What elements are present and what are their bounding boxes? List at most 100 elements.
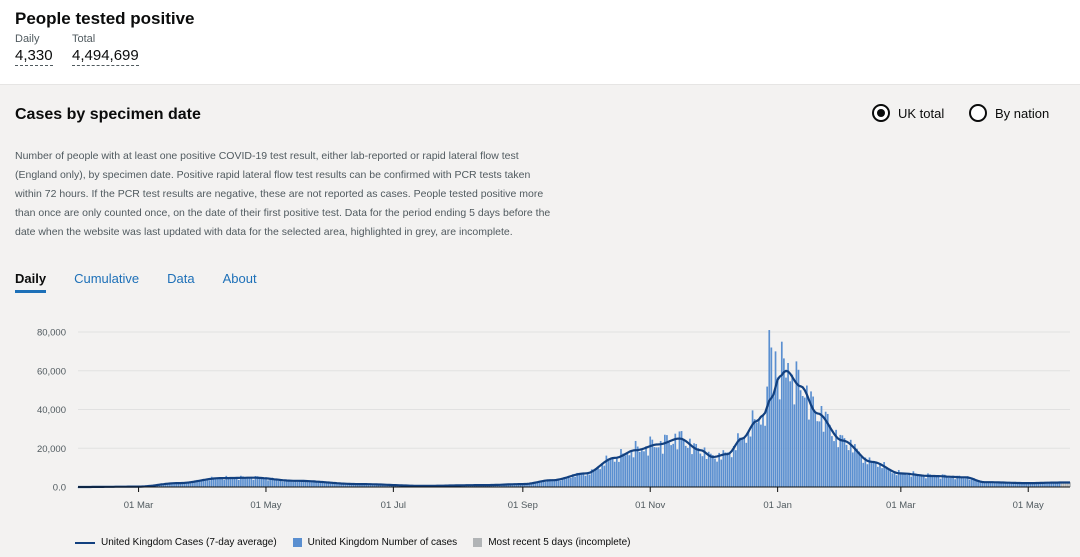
cases-bar	[302, 480, 305, 487]
cases-bar	[269, 477, 271, 487]
cases-bar	[737, 433, 739, 487]
cases-bar	[160, 484, 163, 487]
cases-bar	[638, 451, 641, 487]
cases-bar	[559, 480, 562, 487]
cases-bar	[597, 467, 599, 487]
cases-bar	[634, 440, 637, 487]
cases-bar	[1058, 481, 1061, 487]
cases-bar	[338, 483, 340, 487]
cases-bar	[513, 484, 516, 487]
cases-bar	[831, 436, 833, 487]
x-tick-label: 01 Nov	[635, 500, 665, 511]
cases-bar	[549, 479, 551, 487]
cases-bar	[630, 450, 633, 487]
cases-bar	[670, 445, 672, 487]
cases-bar	[544, 481, 547, 487]
cases-bar	[1010, 482, 1013, 487]
cases-bar	[661, 453, 664, 487]
daily-value[interactable]: 4,330	[15, 47, 53, 66]
x-tick-label: 01 Mar	[124, 500, 154, 511]
cases-bar	[939, 478, 942, 487]
cases-bar	[624, 455, 627, 487]
cases-bar	[657, 447, 660, 487]
tab-about[interactable]: About	[222, 271, 257, 286]
cases-bar	[361, 484, 363, 487]
radio-uk-total[interactable]: UK total	[872, 104, 944, 122]
cases-bar	[964, 478, 967, 487]
tab-data[interactable]: Data	[167, 271, 195, 286]
cases-bar	[615, 457, 618, 487]
cases-bar	[668, 442, 670, 487]
cases-bar	[323, 481, 326, 487]
cases-bar	[935, 476, 938, 487]
cases-bar	[854, 444, 856, 487]
cases-bar	[877, 466, 879, 487]
cases-bar	[632, 457, 635, 487]
cases-bar	[592, 469, 595, 487]
cases-bar	[1021, 483, 1023, 487]
cases-bar	[835, 429, 837, 487]
cases-bar	[1050, 482, 1053, 487]
cases-bar	[945, 476, 948, 487]
cases-bar	[1056, 483, 1059, 487]
cases-bar	[212, 477, 215, 487]
tab-daily[interactable]: Daily	[15, 271, 47, 293]
cases-bar	[680, 431, 683, 487]
cases-bar	[1016, 482, 1019, 487]
cases-bar	[801, 396, 804, 487]
cases-bar	[319, 481, 322, 487]
tab-cumulative[interactable]: Cumulative	[74, 271, 140, 286]
legend-average-label: United Kingdom Cases (7-day average)	[101, 537, 277, 548]
cases-bar	[526, 484, 528, 487]
cases-bar	[707, 451, 710, 487]
cases-bar	[918, 475, 921, 487]
cases-bar	[342, 482, 345, 487]
cases-bar	[1002, 482, 1005, 487]
cases-bar	[311, 482, 313, 487]
cases-bar	[317, 481, 320, 487]
x-tick-label: 01 Jul	[381, 500, 406, 511]
cases-bar	[682, 439, 685, 487]
cases-bar	[359, 483, 361, 487]
cases-bar	[511, 484, 514, 487]
daily-label: Daily	[15, 33, 40, 45]
cases-bar	[749, 436, 752, 487]
cases-bar	[948, 477, 950, 487]
cases-bar	[728, 454, 731, 487]
legend-incomplete-label: Most recent 5 days (incomplete)	[488, 537, 631, 548]
cases-bar	[517, 483, 520, 487]
y-tick-label: 40,000	[37, 405, 66, 416]
cases-bar	[334, 482, 336, 487]
headline-panel: People tested positive Daily 4,330 Total…	[0, 0, 1080, 84]
cases-bar	[306, 482, 309, 487]
cases-bar	[1046, 482, 1048, 487]
cases-bar	[778, 399, 781, 487]
cases-bar	[189, 482, 192, 487]
cases-bar	[653, 447, 656, 487]
card-description: Number of people with at least one posit…	[15, 150, 551, 238]
cases-bar	[534, 481, 537, 487]
radio-by-nation[interactable]: By nation	[969, 104, 1049, 122]
cases-bar	[570, 477, 572, 487]
cases-bar	[563, 477, 566, 487]
daily-metric: Daily 4,330	[15, 33, 53, 66]
cases-bar	[561, 477, 564, 487]
cases-bar	[290, 481, 292, 487]
cases-bar	[237, 479, 240, 487]
cases-bar	[996, 481, 998, 487]
cases-bar	[196, 479, 198, 487]
cases-bar	[760, 424, 762, 487]
cases-bar	[952, 475, 954, 487]
cases-bar	[187, 482, 190, 487]
cases-bar	[695, 443, 698, 487]
incomplete-bar	[1062, 482, 1065, 487]
cases-bar	[983, 482, 986, 487]
cases-bar	[866, 464, 869, 487]
legend-item-average: United Kingdom Cases (7-day average)	[75, 537, 277, 548]
total-value[interactable]: 4,494,699	[72, 47, 139, 66]
cases-bar	[751, 410, 754, 487]
cases-bar	[382, 484, 384, 487]
cases-bar	[214, 478, 217, 487]
cases-bar	[845, 444, 848, 487]
cases-bar	[795, 361, 798, 487]
